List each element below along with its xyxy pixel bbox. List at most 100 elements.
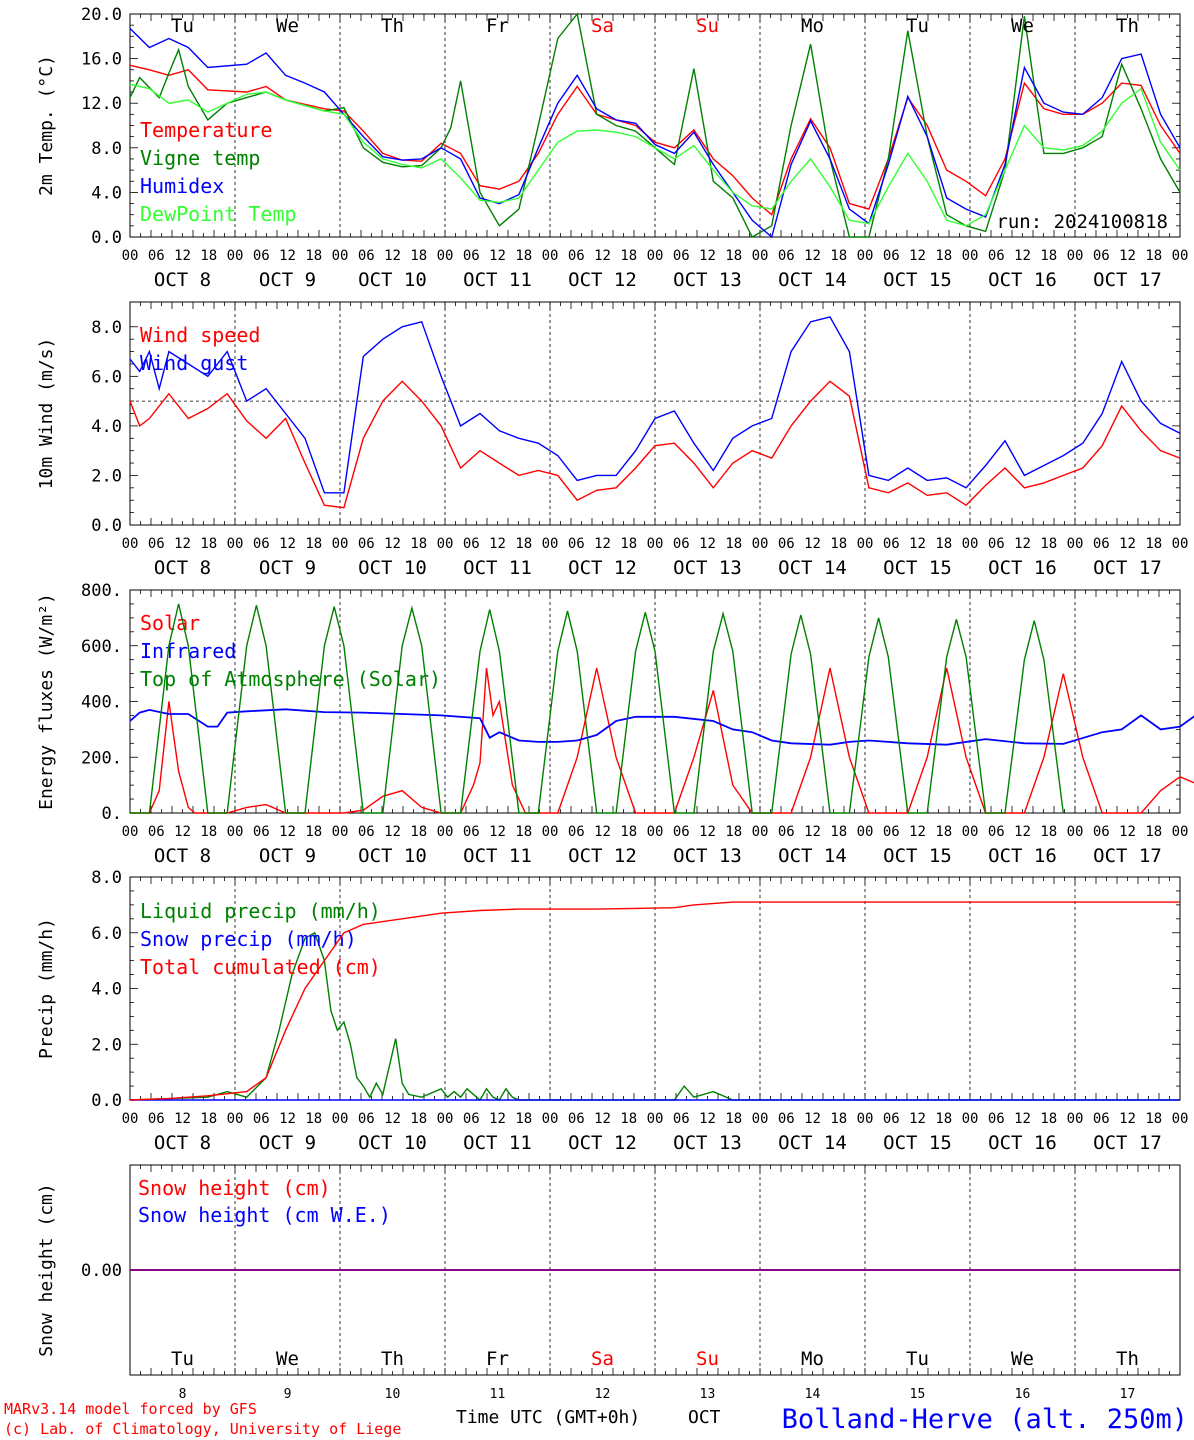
hour-label: 18 — [200, 824, 217, 840]
hour-label: 12 — [384, 536, 401, 552]
hour-label: 06 — [778, 248, 795, 264]
hour-label: 12 — [1119, 536, 1136, 552]
hour-label: 06 — [463, 1111, 480, 1127]
month-label: OCT — [688, 1407, 721, 1428]
hour-label: 18 — [1040, 824, 1057, 840]
hour-label: 12 — [1014, 248, 1031, 264]
hour-label: 12 — [279, 536, 296, 552]
hour-label: 00 — [1172, 248, 1189, 264]
hour-label: 18 — [200, 536, 217, 552]
hour-label: 18 — [1040, 248, 1057, 264]
hour-label: 18 — [1145, 1111, 1162, 1127]
hour-label: 18 — [620, 248, 637, 264]
y-tick-label: 4.0 — [91, 417, 122, 437]
station-title: Bolland-Herve (alt. 250m) — [782, 1404, 1188, 1435]
y-tick-label: 8.0 — [91, 318, 122, 338]
panel-2: 0.0 2.0 4.0 6.0 8.0 10m Wind (m/s) Wind speed W… — [36, 301, 1188, 579]
hour-label: 00 — [332, 248, 349, 264]
day-number: 15 — [910, 1387, 926, 1402]
y-tick-label: 8.0 — [91, 139, 122, 159]
hour-label: 06 — [568, 1111, 585, 1127]
hour-label: 12 — [594, 248, 611, 264]
hour-label: 00 — [1067, 248, 1084, 264]
hour-label: 18 — [1145, 536, 1162, 552]
hour-label: 12 — [174, 248, 191, 264]
date-label: OCT 10 — [358, 557, 427, 579]
date-label: OCT 14 — [778, 1132, 847, 1154]
y-tick-label: 4.0 — [91, 980, 122, 1000]
panel-1: 0.0 4.0 8.0 12.0 16.0 20.0 2m Temp. (°C) Temper… — [36, 5, 1189, 291]
series-line-green — [130, 603, 1064, 814]
hour-label: 18 — [410, 1111, 427, 1127]
hour-label: 12 — [489, 1111, 506, 1127]
y-tick-label: 200. — [81, 748, 122, 768]
date-label: OCT 14 — [778, 845, 847, 867]
date-label: OCT 13 — [673, 845, 742, 867]
hour-label: 00 — [647, 248, 664, 264]
hour-label: 00 — [1172, 1111, 1189, 1127]
hour-label: 06 — [778, 1111, 795, 1127]
hour-label: 00 — [1172, 824, 1189, 840]
hour-label: 12 — [279, 1111, 296, 1127]
hour-label: 12 — [174, 536, 191, 552]
date-label: OCT 16 — [988, 845, 1057, 867]
hour-label: 06 — [1093, 248, 1110, 264]
y-tick-label: 2.0 — [91, 1035, 122, 1055]
day-name: Th — [381, 1348, 404, 1370]
hour-label: 00 — [647, 1111, 664, 1127]
hour-label: 06 — [988, 248, 1005, 264]
legend-entry: Top of Atmosphere (Solar) — [140, 667, 441, 691]
date-label: OCT 17 — [1093, 269, 1162, 291]
hour-label: 00 — [647, 536, 664, 552]
day-name: Tu — [906, 1348, 929, 1370]
run-annotation: run: 2024100818 — [996, 211, 1168, 233]
footer-model: MARv3.14 model forced by GFS — [4, 1400, 257, 1418]
hour-label: 18 — [620, 536, 637, 552]
hour-label: 12 — [1014, 1111, 1031, 1127]
date-label: OCT 11 — [463, 557, 532, 579]
hour-label: 12 — [804, 536, 821, 552]
hour-label: 00 — [332, 1111, 349, 1127]
hour-label: 12 — [909, 248, 926, 264]
hour-label: 12 — [804, 248, 821, 264]
hour-label: 06 — [883, 1111, 900, 1127]
y-tick-label: 0.0 — [91, 516, 122, 536]
hour-label: 18 — [515, 536, 532, 552]
hour-label: 18 — [935, 536, 952, 552]
y-tick-label: 0.00 — [81, 1261, 122, 1281]
hour-label: 06 — [358, 824, 375, 840]
date-label: OCT 17 — [1093, 557, 1162, 579]
series-line-red — [130, 667, 1194, 814]
hour-label: 00 — [752, 824, 769, 840]
hour-label: 18 — [200, 248, 217, 264]
hour-label: 00 — [122, 824, 139, 840]
hour-label: 00 — [542, 824, 559, 840]
day-name: Su — [696, 15, 719, 37]
series-line-blue — [129, 27, 1181, 239]
hour-label: 18 — [305, 536, 322, 552]
hour-label: 06 — [568, 824, 585, 840]
hour-label: 06 — [568, 536, 585, 552]
hour-label: 12 — [804, 824, 821, 840]
day-number: 17 — [1120, 1387, 1136, 1402]
hour-label: 18 — [410, 248, 427, 264]
hour-label: 18 — [1145, 824, 1162, 840]
date-label: OCT 15 — [883, 845, 952, 867]
footer-credit: (c) Lab. of Climatology, University of L… — [4, 1420, 401, 1438]
hour-label: 12 — [174, 824, 191, 840]
day-number: 16 — [1015, 1387, 1031, 1402]
hour-label: 06 — [463, 248, 480, 264]
day-name: Fr — [486, 15, 509, 37]
hour-label: 18 — [725, 536, 742, 552]
date-label: OCT 10 — [358, 1132, 427, 1154]
date-label: OCT 15 — [883, 269, 952, 291]
hour-label: 06 — [883, 536, 900, 552]
day-number: 14 — [805, 1387, 821, 1402]
panel-3: 0. 200. 400. 600. 800. Energy fluxes (W/m²) So… — [36, 581, 1194, 867]
y-axis-label: Snow height (cm) — [36, 1183, 57, 1356]
hour-label: 18 — [515, 248, 532, 264]
date-label: OCT 10 — [358, 845, 427, 867]
hour-label: 12 — [699, 536, 716, 552]
hour-label: 06 — [253, 536, 270, 552]
date-label: OCT 15 — [883, 557, 952, 579]
